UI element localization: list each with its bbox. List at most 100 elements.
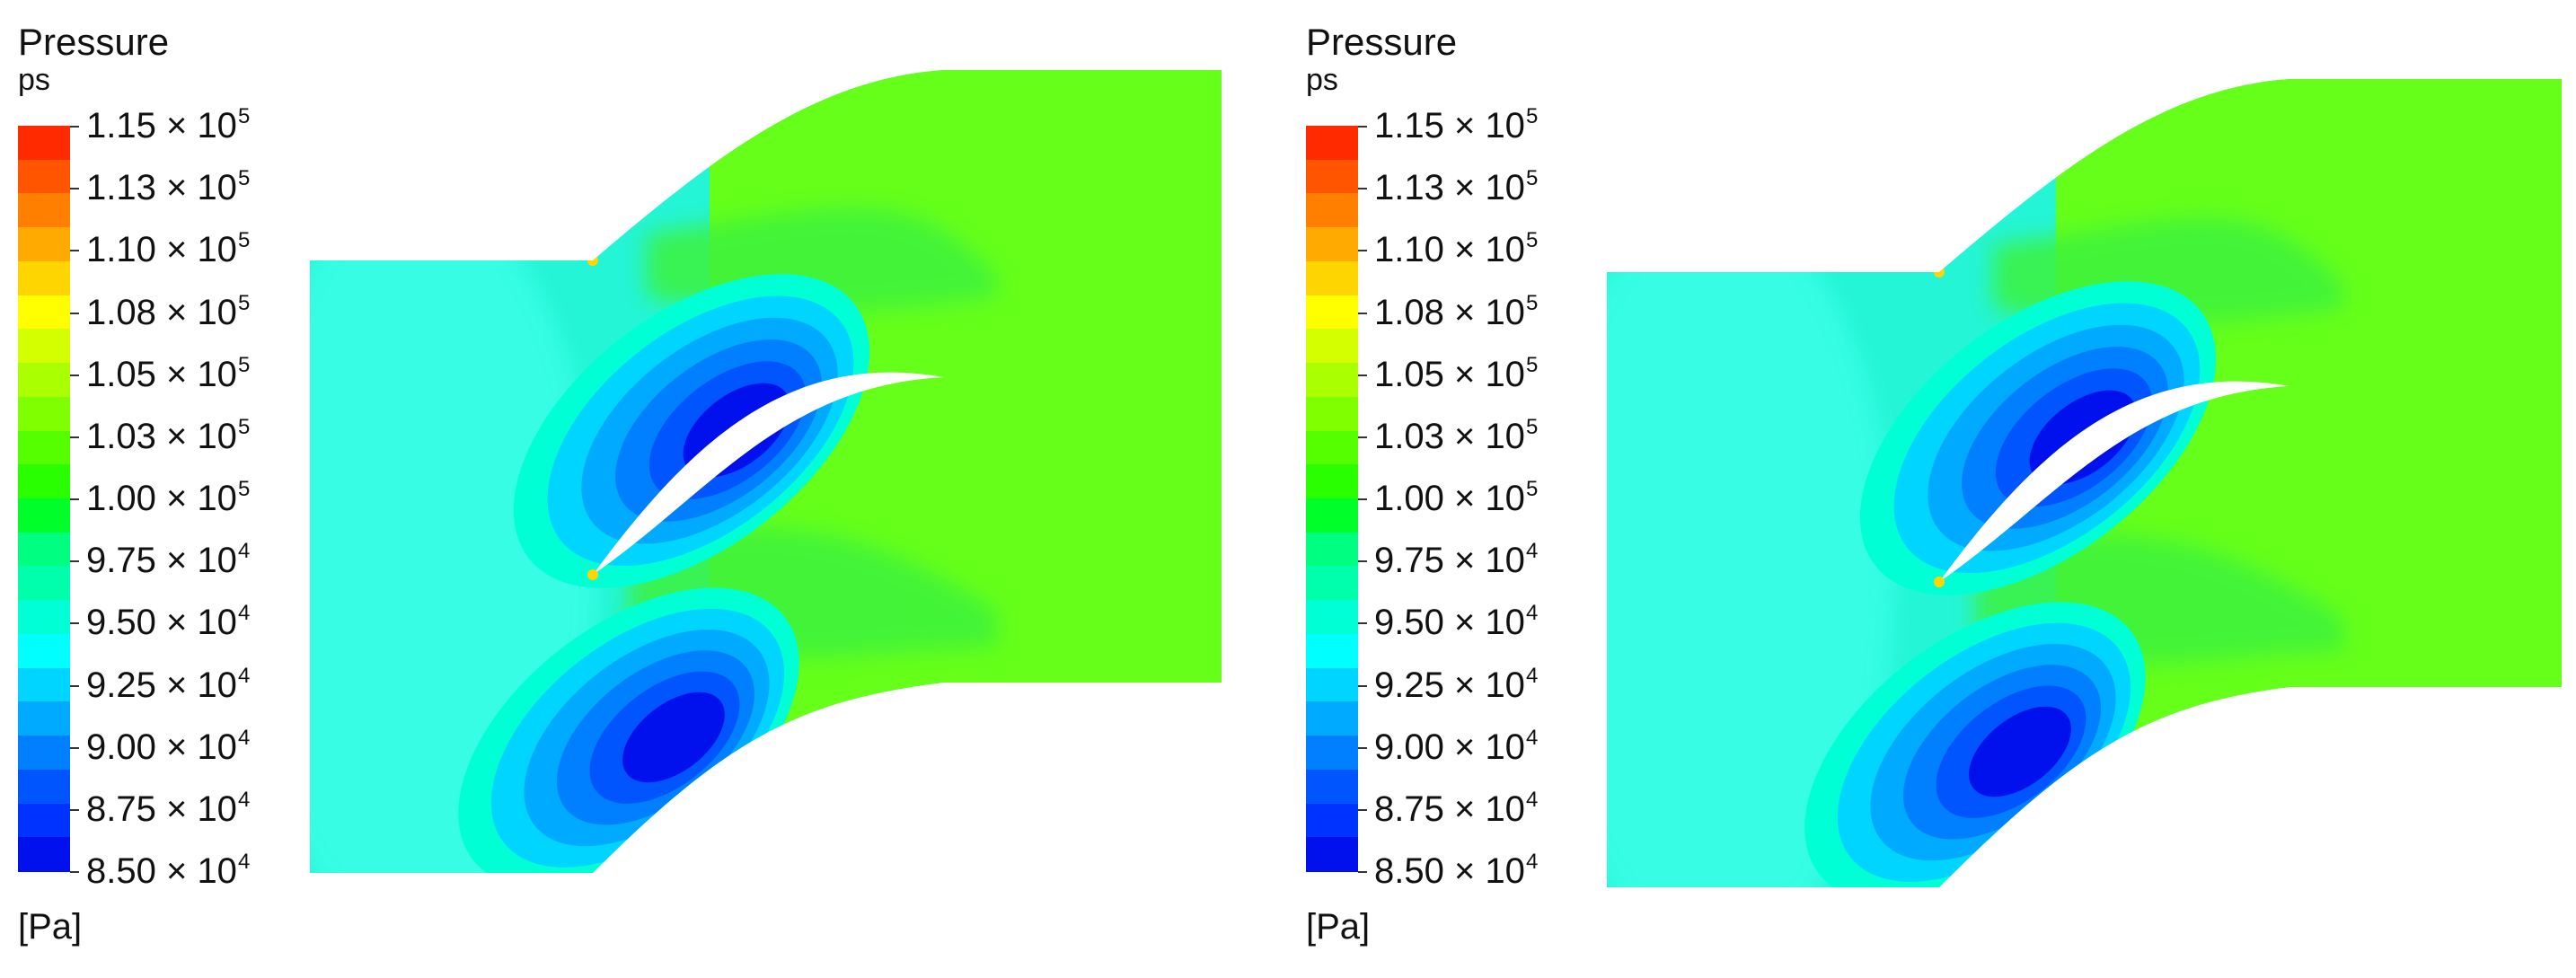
colorbar-segment [1306, 701, 1358, 737]
colorbar-segment [1306, 600, 1358, 635]
colorbar-tick-mark [1358, 684, 1367, 687]
colorbar-tick-label: 1.03 × 105 [1374, 414, 1539, 456]
colorbar-tick-mark [1358, 746, 1367, 749]
colorbar-segment [18, 464, 70, 499]
colorbar-tick-mark [70, 436, 79, 438]
colorbar-tick-label: 8.50 × 104 [1374, 850, 1539, 891]
panel-right: Pressure ps 1.15 × 105 1.13 × 105 1.10 × 1… [1288, 0, 2576, 978]
colorbar-segment [1306, 430, 1358, 466]
colorbar-tick-mark [1358, 498, 1367, 500]
colorbar-segment [18, 227, 70, 262]
colorbar-tick-mark [70, 188, 79, 190]
colorbar-tick-mark [70, 622, 79, 625]
colorbar-segment [18, 498, 70, 533]
colorbar-tick-label: 1.13 × 105 [86, 166, 251, 208]
colorbar-segment [18, 260, 70, 296]
stagnation-point [1934, 577, 1945, 587]
legend-variable: ps [18, 63, 50, 97]
colorbar [1306, 126, 1358, 872]
colorbar-segment [18, 769, 70, 805]
colorbar-segment [1306, 159, 1358, 195]
stagnation-point [587, 569, 598, 580]
colorbar-segment [1306, 803, 1358, 839]
colorbar-segment [1306, 464, 1358, 499]
colorbar-tick-mark [1358, 374, 1367, 376]
colorbar-tick-label: 1.05 × 105 [1374, 352, 1539, 394]
colorbar-tick-mark [70, 560, 79, 563]
colorbar-segment [1306, 633, 1358, 669]
colorbar-tick-label: 1.15 × 105 [86, 104, 251, 145]
colorbar-segment [1306, 736, 1358, 771]
colorbar-tick-label: 1.05 × 105 [86, 352, 251, 394]
colorbar-tick-mark [70, 312, 79, 314]
colorbar-tick-label: 9.00 × 104 [1374, 725, 1539, 767]
colorbar-segment [18, 736, 70, 771]
colorbar-segment [1306, 329, 1358, 365]
colorbar-segment [1306, 396, 1358, 432]
colorbar-segment [1306, 769, 1358, 805]
colorbar-segment [18, 803, 70, 839]
colorbar-tick-label: 9.25 × 104 [86, 663, 251, 705]
colorbar-tick-mark [70, 871, 79, 873]
colorbar-segment [18, 633, 70, 669]
colorbar-tick-label: 1.13 × 105 [1374, 166, 1539, 208]
colorbar-tick-mark [70, 250, 79, 252]
colorbar-tick-label: 8.75 × 104 [1374, 787, 1539, 829]
legend-title: Pressure [18, 21, 170, 63]
legend-variable: ps [1306, 63, 1338, 97]
blade [593, 372, 943, 575]
flow-domain [1607, 79, 2562, 887]
colorbar-segment [1306, 498, 1358, 533]
colorbar-segment [1306, 837, 1358, 872]
colorbar-tick-mark [70, 498, 79, 500]
suction-low-zone-lower [622, 692, 725, 783]
colorbar-tick-mark [70, 808, 79, 811]
colorbar-tick-label: 1.10 × 105 [1374, 228, 1539, 270]
colorbar-segment [18, 667, 70, 703]
colorbar-segment [1306, 295, 1358, 330]
colorbar-tick-label: 8.75 × 104 [86, 787, 251, 829]
colorbar-segment [18, 396, 70, 432]
colorbar-tick-mark [1358, 560, 1367, 563]
colorbar-segment [18, 532, 70, 568]
colorbar-segment [18, 837, 70, 872]
colorbar-tick-mark [70, 374, 79, 376]
blade [1939, 381, 2289, 582]
colorbar-segment [1306, 227, 1358, 262]
colorbar-tick-label: 1.15 × 105 [1374, 104, 1539, 145]
colorbar-segment [18, 295, 70, 330]
legend-unit: [Pa] [18, 907, 83, 947]
stagnation-point [587, 255, 598, 266]
colorbar-segment [1306, 126, 1358, 161]
colorbar-segment [18, 126, 70, 161]
colorbar-segment [18, 363, 70, 398]
colorbar-segment [1306, 532, 1358, 568]
colorbar-tick-mark [1358, 436, 1367, 438]
colorbar-tick-label: 1.08 × 105 [86, 290, 251, 332]
colorbar-tick-label: 1.00 × 105 [1374, 477, 1539, 518]
colorbar-tick-label: 9.00 × 104 [86, 725, 251, 767]
colorbar-tick-label: 1.03 × 105 [86, 414, 251, 456]
legend-title: Pressure [1306, 21, 1458, 63]
flow-domain [310, 70, 1222, 873]
colorbar-tick-label: 8.50 × 104 [86, 850, 251, 891]
panel-left: Pressure ps 1.15 × 105 1.13 × 105 1.10 × 1… [18, 21, 1222, 947]
colorbar-tick-label: 9.50 × 104 [1374, 601, 1539, 643]
colorbar [18, 126, 70, 872]
stagnation-point [1934, 267, 1945, 278]
colorbar-segment [18, 701, 70, 737]
suction-low-zone-lower [1969, 706, 2071, 797]
colorbar-segment [18, 193, 70, 229]
colorbar-segment [1306, 566, 1358, 602]
colorbar-tick-label: 1.00 × 105 [86, 477, 251, 518]
colorbar-tick-label: 9.25 × 104 [1374, 663, 1539, 705]
colorbar-tick-mark [1358, 622, 1367, 625]
colorbar-tick-label: 9.75 × 104 [86, 539, 251, 581]
colorbar-segment [18, 600, 70, 635]
colorbar-segment [1306, 193, 1358, 229]
colorbar-tick-label: 9.75 × 104 [1374, 539, 1539, 581]
colorbar-tick-label: 1.08 × 105 [1374, 290, 1539, 332]
colorbar-tick-mark [1358, 250, 1367, 252]
colorbar-tick-label: 9.50 × 104 [86, 601, 251, 643]
colorbar-segment [18, 430, 70, 466]
